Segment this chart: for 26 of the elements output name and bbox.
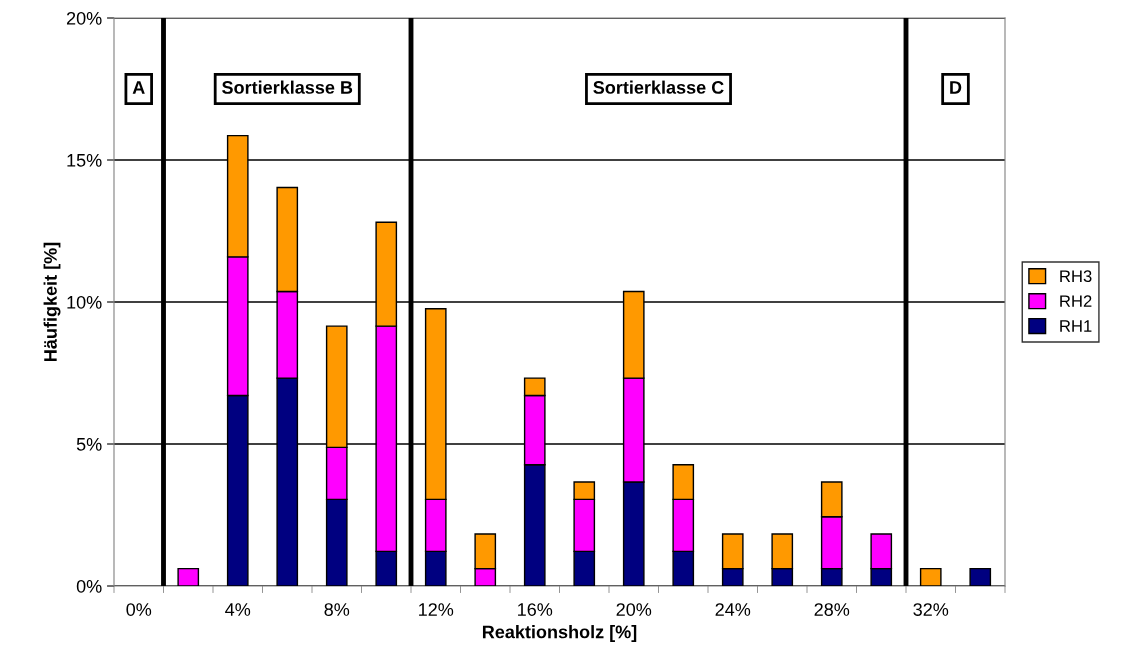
y-tick-label: 15% <box>67 154 102 167</box>
legend-label: RH3 <box>1060 270 1092 283</box>
annotation: D <box>950 81 962 94</box>
x-tick-label: 28% <box>814 603 850 616</box>
x-tick-label: 4% <box>225 603 251 616</box>
y-axis-title: Häufigkeit [%] <box>43 242 61 361</box>
x-tick-label: 32% <box>913 603 949 616</box>
y-tick-label: 20% <box>66 11 102 25</box>
bar <box>969 567 992 586</box>
x-tick-label: 24% <box>715 603 751 616</box>
x-tick-label: 12% <box>419 603 454 616</box>
annotation: A <box>132 81 145 94</box>
bar <box>919 567 942 586</box>
x-tick-label: 8% <box>324 603 350 616</box>
legend-label: RH2 <box>1060 295 1092 307</box>
y-tick-label: 10% <box>67 295 102 309</box>
x-axis-title: Reaktionsholz [%] <box>482 625 637 642</box>
x-tick-label: 20% <box>616 603 652 616</box>
x-tick-label: 16% <box>518 603 553 616</box>
annotation: Sortierklasse C <box>593 80 724 94</box>
bar <box>177 567 200 586</box>
y-tick-label: 5% <box>76 438 102 451</box>
y-tick-label: 0% <box>76 579 102 593</box>
x-tick-label: 0% <box>126 603 152 616</box>
annotation: Sortierklasse B <box>222 80 353 94</box>
legend-label: RH1 <box>1060 320 1092 332</box>
